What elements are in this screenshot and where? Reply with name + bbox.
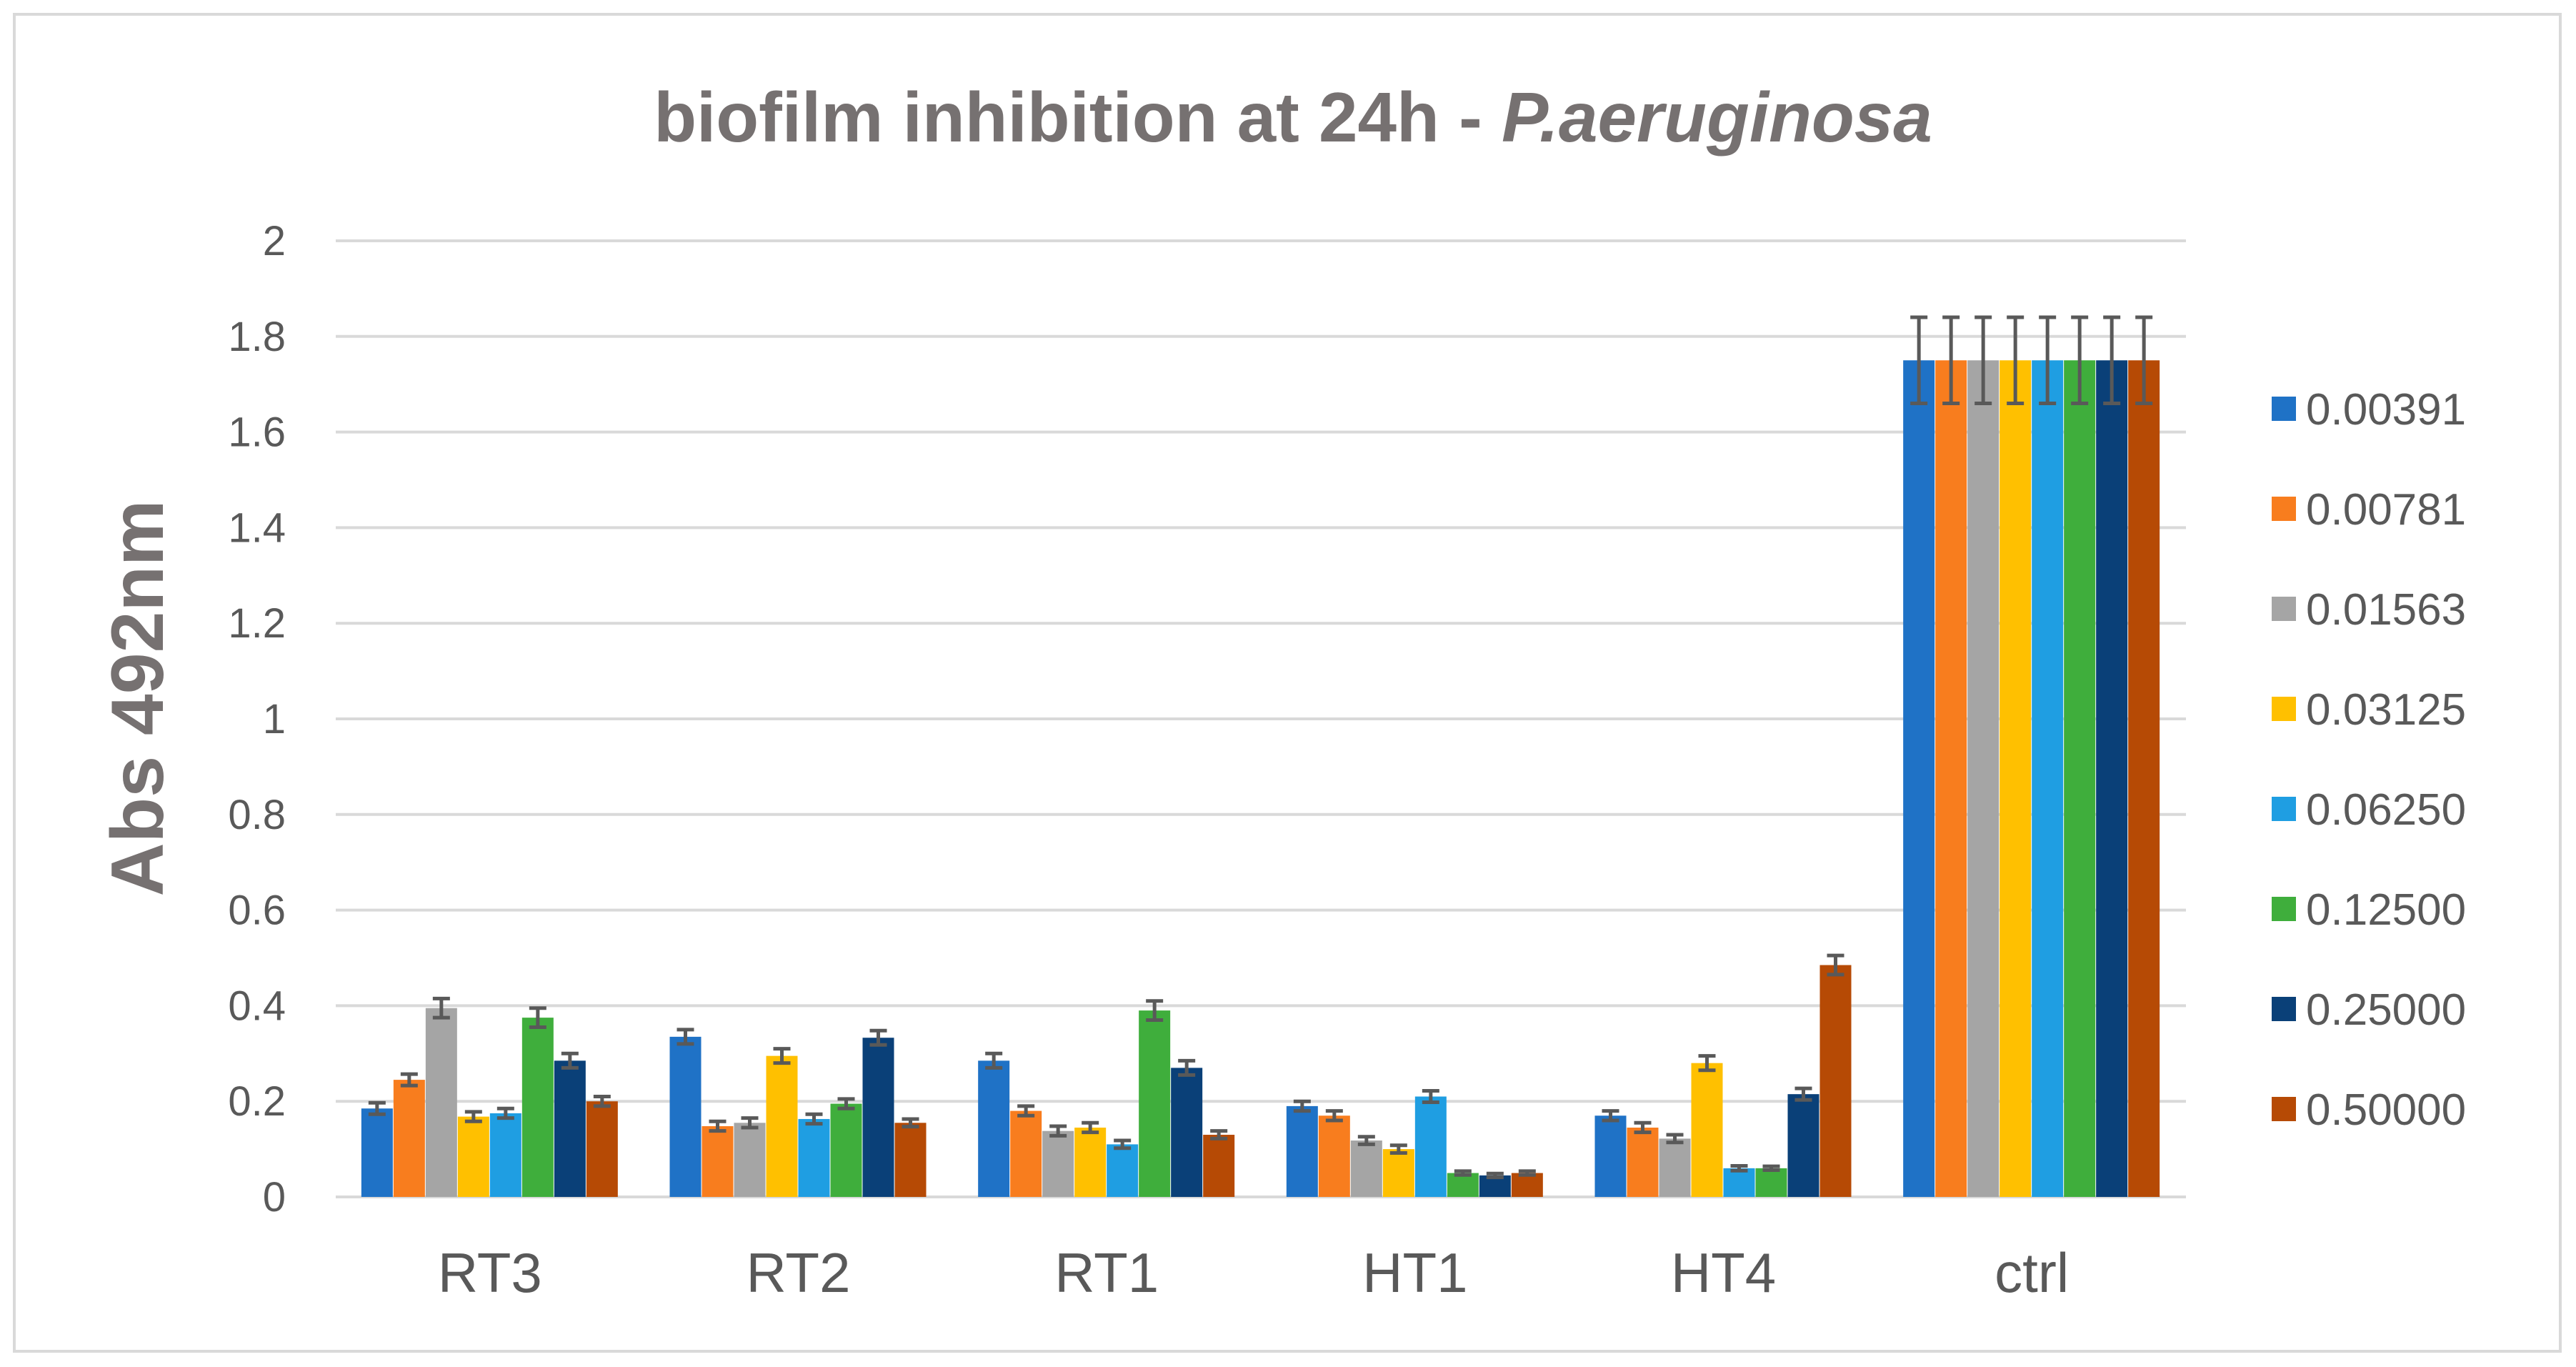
bar: [894, 1123, 927, 1197]
y-tick-label: 0.8: [228, 792, 286, 838]
bar: [702, 1125, 734, 1197]
bar: [1350, 1140, 1382, 1197]
bar: [1414, 1096, 1447, 1197]
bar-groups: [361, 360, 2160, 1197]
bar: [1447, 1173, 1479, 1197]
bar: [1511, 1173, 1543, 1197]
y-tick-label: 0.2: [228, 1078, 286, 1125]
bar: [1755, 1168, 1787, 1197]
bar: [1010, 1110, 1042, 1197]
bar: [1286, 1105, 1318, 1197]
bar: [2032, 360, 2064, 1197]
bar: [2064, 360, 2096, 1197]
bar: [798, 1118, 830, 1197]
bar: [1691, 1063, 1723, 1197]
x-tick-label: RT3: [438, 1241, 542, 1304]
chart-title-species: P.aeruginosa: [1502, 78, 1932, 156]
bar: [1203, 1135, 1235, 1197]
legend-swatch: [2272, 797, 2296, 821]
y-axis-label: Abs 492nm: [96, 500, 179, 897]
x-tick-label: ctrl: [1995, 1241, 2069, 1304]
legend-swatch: [2272, 597, 2296, 621]
legend-swatch: [2272, 497, 2296, 521]
bar: [1594, 1115, 1627, 1197]
bar: [1074, 1127, 1107, 1197]
bar: [393, 1080, 425, 1197]
legend-label: 0.01563: [2306, 585, 2466, 635]
legend-label: 0.25000: [2306, 985, 2466, 1035]
bar: [978, 1060, 1010, 1197]
y-tick-label: 0.6: [228, 888, 286, 934]
error-bars: [368, 315, 2153, 1180]
y-tick-label: 0: [263, 1174, 286, 1221]
bar: [1139, 1010, 1171, 1197]
y-tick-label: 1.6: [228, 409, 286, 456]
bar: [361, 1108, 393, 1197]
bar: [1659, 1138, 1691, 1197]
chart-title: biofilm inhibition at 24h - P.aeruginosa: [654, 78, 1932, 156]
legend-swatch: [2272, 897, 2296, 921]
bar: [1723, 1168, 1755, 1197]
bar: [2128, 360, 2160, 1197]
x-tick-label: RT1: [1054, 1241, 1159, 1304]
bar: [669, 1036, 702, 1197]
legend-label: 0.06250: [2306, 785, 2466, 835]
x-tick-labels: RT3 RT2 RT1 HT1 HT4 ctrl: [438, 1241, 2069, 1304]
legend-label: 0.00781: [2306, 485, 2466, 535]
bar: [1171, 1068, 1203, 1197]
bar: [425, 1008, 457, 1197]
chart-title-main: biofilm inhibition at 24h -: [654, 78, 1502, 156]
y-tick-label: 1.4: [228, 504, 286, 551]
bar: [1042, 1130, 1074, 1197]
bar: [1382, 1149, 1414, 1197]
bar: [1107, 1144, 1139, 1197]
bar: [1935, 360, 1967, 1197]
legend-label: 0.50000: [2306, 1085, 2466, 1135]
legend-swatch: [2272, 997, 2296, 1021]
y-tick-label: 1.8: [228, 314, 286, 360]
bar: [766, 1055, 798, 1197]
legend-label: 0.03125: [2306, 685, 2466, 735]
y-tick-label: 0.4: [228, 983, 286, 1029]
bar: [489, 1113, 521, 1197]
y-tick-label: 2: [263, 218, 286, 264]
bar: [2000, 360, 2032, 1197]
bar: [554, 1060, 586, 1197]
bar: [2096, 360, 2128, 1197]
bar: [1967, 360, 2000, 1197]
legend-swatch: [2272, 697, 2296, 721]
bar: [1318, 1115, 1350, 1197]
bar: [862, 1038, 894, 1197]
bar: [734, 1123, 766, 1197]
bar: [1627, 1127, 1659, 1197]
y-tick-label: 1: [263, 696, 286, 742]
y-tick-labels: 0 0.2 0.4 0.6 0.8 1 1.2 1.4 1.6 1.8 2: [228, 218, 286, 1221]
bar: [1787, 1094, 1819, 1197]
bar: [521, 1018, 554, 1197]
gridlines: [336, 239, 2186, 1198]
bar: [830, 1103, 862, 1197]
x-tick-label: HT1: [1362, 1241, 1467, 1304]
legend: 0.00391 0.00781 0.01563 0.03125 0.06250 0.125…: [2272, 385, 2466, 1135]
legend-swatch: [2272, 1097, 2296, 1121]
legend-label: 0.00391: [2306, 385, 2466, 434]
x-tick-label: HT4: [1671, 1241, 1776, 1304]
legend-swatch: [2272, 397, 2296, 421]
bar: [457, 1116, 489, 1197]
bar: [1819, 965, 1852, 1197]
bar: [586, 1101, 618, 1197]
legend-label: 0.12500: [2306, 885, 2466, 935]
x-tick-label: RT2: [747, 1241, 851, 1304]
y-tick-label: 1.2: [228, 600, 286, 647]
bar: [1903, 360, 1935, 1197]
